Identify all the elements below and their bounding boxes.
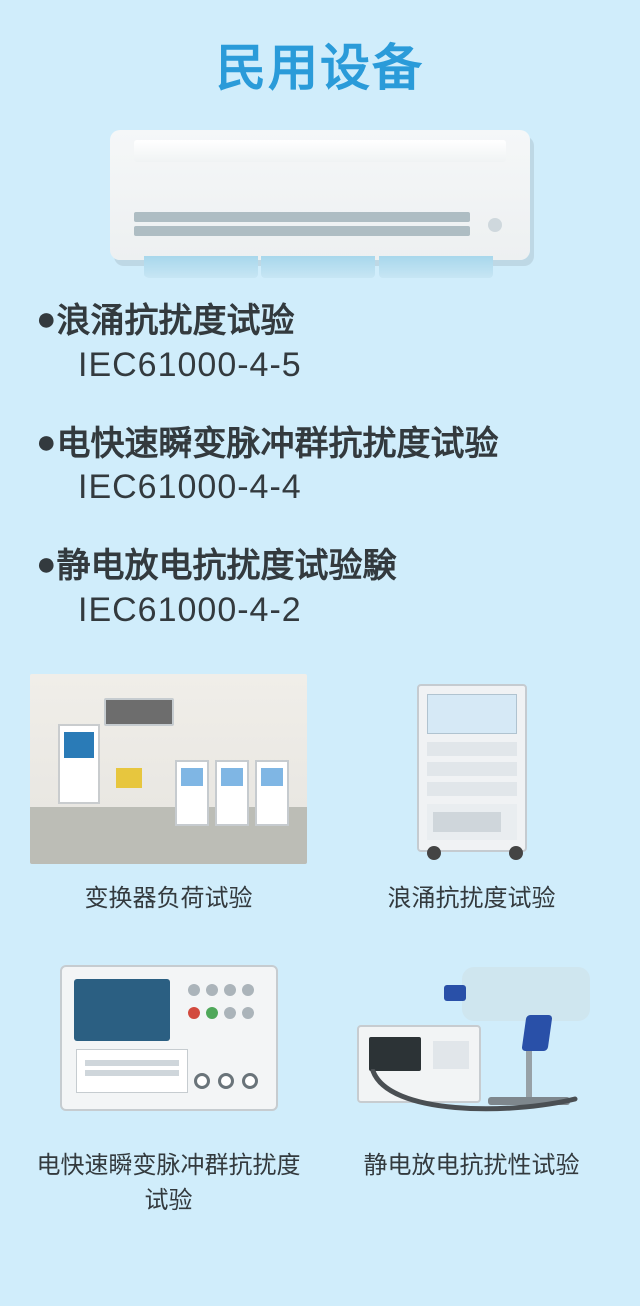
- equipment-card: 变换器负荷试验: [30, 674, 307, 913]
- standard-item: ●电快速瞬变脉冲群抗扰度试验 IEC61000-4-4: [36, 419, 604, 508]
- standard-item: ●静电放电抗扰度试验験 IEC61000-4-2: [36, 541, 604, 630]
- standard-code: IEC61000-4-5: [36, 346, 604, 385]
- standard-code: IEC61000-4-2: [36, 591, 604, 630]
- standard-label: 浪涌抗扰度试验: [57, 302, 295, 340]
- equipment-caption: 浪涌抗扰度试验: [333, 878, 610, 913]
- equipment-card: 电快速瞬变脉冲群抗扰度试验: [30, 941, 307, 1215]
- equipment-card: 浪涌抗扰度试验: [333, 674, 610, 913]
- page-title: 民用设备: [30, 28, 610, 100]
- equipment-image-surge-tester: [333, 674, 610, 864]
- equipment-caption: 变换器负荷试验: [30, 878, 307, 913]
- air-conditioner-icon: [110, 130, 530, 260]
- equipment-image-esd-tester: [333, 941, 610, 1131]
- standard-item: ●浪涌抗扰度试验 IEC61000-4-5: [36, 296, 604, 385]
- equipment-caption: 静电放电抗扰性试验: [333, 1145, 610, 1180]
- standard-code: IEC61000-4-4: [36, 468, 604, 507]
- equipment-caption: 电快速瞬变脉冲群抗扰度试验: [30, 1145, 307, 1215]
- standard-label: 静电放电抗扰度试验験: [57, 547, 397, 585]
- standard-label: 电快速瞬变脉冲群抗扰度试验: [57, 425, 499, 463]
- standards-list: ●浪涌抗扰度试验 IEC61000-4-5 ●电快速瞬变脉冲群抗扰度试验 IEC…: [30, 296, 610, 674]
- equipment-image-lab: [30, 674, 307, 864]
- equipment-card: 静电放电抗扰性试验: [333, 941, 610, 1215]
- equipment-image-burst-tester: [30, 941, 307, 1131]
- equipment-grid: 变换器负荷试验 浪涌抗扰度试验: [30, 674, 610, 1215]
- hero-illustration: [30, 130, 610, 260]
- page: 民用设备 ●浪涌抗扰度试验 IEC61000-4-5 ●电快速瞬变脉冲群抗扰度试…: [0, 0, 640, 1251]
